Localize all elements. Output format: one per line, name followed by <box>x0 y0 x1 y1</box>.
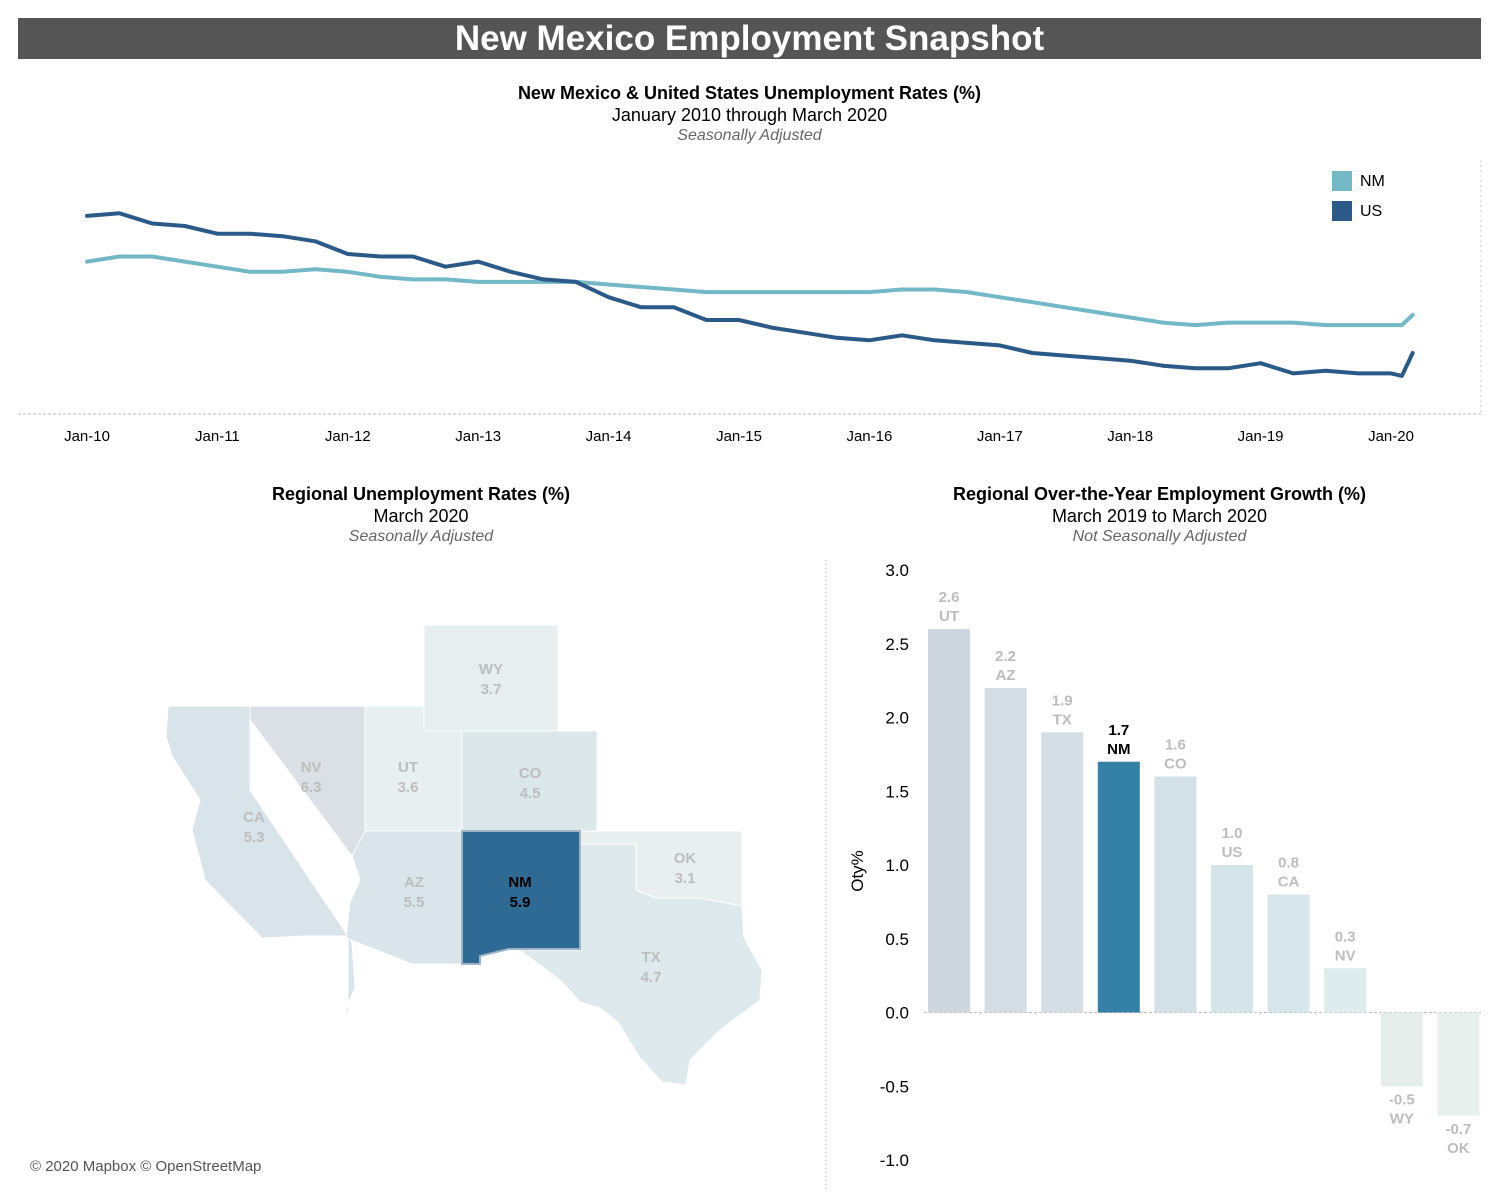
map-credit: © 2020 Mapbox © OpenStreetMap <box>30 1158 262 1175</box>
bar-value-label: 1.7 <box>1108 722 1129 739</box>
bar-y-tick: 0.5 <box>885 930 909 949</box>
bar-category-label: NV <box>1335 947 1356 964</box>
bar-value-label: 0.8 <box>1278 855 1299 872</box>
x-tick-label: Jan-10 <box>64 428 110 445</box>
line-chart-subtitle: January 2010 through March 2020 <box>611 105 888 125</box>
x-tick-label: Jan-18 <box>1107 428 1153 445</box>
legend-label-nm: NM <box>1360 173 1385 190</box>
bar-category-label: TX <box>1053 711 1072 728</box>
map-value-nm: 5.9 <box>510 894 531 911</box>
bar-y-tick: 2.0 <box>885 709 909 728</box>
map-label-ca: CA <box>243 809 265 826</box>
x-tick-label: Jan-14 <box>586 428 632 445</box>
map-value-ok: 3.1 <box>675 870 696 887</box>
map-state-nm <box>461 830 581 965</box>
series-line-us <box>85 211 1415 378</box>
x-tick-label: Jan-13 <box>455 428 501 445</box>
bar-y-axis-title: Oty% <box>848 850 867 892</box>
bar-y-tick: 3.0 <box>885 561 909 580</box>
map-title: Regional Unemployment Rates (%) <box>271 484 571 504</box>
x-tick-label: Jan-19 <box>1238 428 1284 445</box>
bar-category-label: NM <box>1107 741 1130 758</box>
map-note: Seasonally Adjusted <box>348 528 494 545</box>
bar-category-label: US <box>1222 844 1243 861</box>
map-value-az: 5.5 <box>404 894 425 911</box>
bar-nm <box>1097 761 1140 1013</box>
x-tick-label: Jan-17 <box>977 428 1023 445</box>
dashboard-title: New Mexico Employment Snapshot <box>18 18 1481 59</box>
regional-unemployment-map: CA 5.3 NV 6.3 UT 3.6 WY 3.7 CO 4.5 AZ 5.5 NM 5.9 OK 3.1… <box>165 624 763 1086</box>
bar-value-label: -0.5 <box>1389 1091 1415 1108</box>
x-tick-label: Jan-11 <box>195 428 240 445</box>
bar-tx <box>1041 732 1084 1013</box>
bar-y-tick: 0.0 <box>885 1004 909 1023</box>
bar-wy <box>1380 1012 1423 1087</box>
unemployment-line-chart: Jan-10 Jan-11 Jan-12 Jan-13 Jan-14 Jan-15 Jan-… <box>18 160 1482 445</box>
map-value-nv: 6.3 <box>301 779 322 796</box>
bar-ut <box>928 629 970 1013</box>
bar-y-tick: 1.5 <box>885 782 909 801</box>
bar-az <box>984 688 1027 1013</box>
x-tick-label: Jan-16 <box>846 428 892 445</box>
bar-value-label: 2.6 <box>939 589 960 606</box>
map-state-wy <box>423 624 559 732</box>
map-value-ca: 5.3 <box>244 829 265 846</box>
bar-category-label: CO <box>1164 756 1187 773</box>
bar-chart-header: Regional Over-the-Year Employment Growth… <box>830 483 1489 547</box>
map-label-ut: UT <box>398 759 418 776</box>
bar-ok <box>1437 1012 1480 1116</box>
map-label-nv: NV <box>301 759 322 776</box>
bar-category-label: WY <box>1390 1110 1414 1127</box>
bar-value-label: -0.7 <box>1445 1121 1471 1138</box>
map-label-co: CO <box>519 765 542 782</box>
legend-label-us: US <box>1360 203 1382 220</box>
line-chart-title: New Mexico & United States Unemployment … <box>517 83 982 103</box>
line-chart-note: Seasonally Adjusted <box>677 127 822 144</box>
bar-chart-title: Regional Over-the-Year Employment Growth… <box>952 484 1367 504</box>
map-label-tx: TX <box>641 949 660 966</box>
legend-swatch-nm <box>1332 171 1352 191</box>
bar-category-label: AZ <box>996 667 1016 684</box>
bar-value-label: 1.6 <box>1165 737 1186 754</box>
map-label-nm: NM <box>508 874 531 891</box>
bar-ca <box>1267 894 1310 1013</box>
bar-chart-note: Not Seasonally Adjusted <box>1072 528 1247 545</box>
x-tick-label: Jan-15 <box>716 428 762 445</box>
map-value-ut: 3.6 <box>398 779 419 796</box>
bar-co <box>1154 776 1197 1013</box>
bar-y-tick: -0.5 <box>880 1077 909 1096</box>
bar-value-label: 1.0 <box>1222 825 1243 842</box>
bar-value-label: 1.9 <box>1052 692 1073 709</box>
line-legend: NM US <box>1332 171 1385 221</box>
bar-y-tick: 2.5 <box>885 635 909 654</box>
bar-category-label: CA <box>1278 874 1300 891</box>
map-state-ca <box>165 705 356 1023</box>
map-value-co: 4.5 <box>520 785 541 802</box>
map-label-az: AZ <box>404 874 424 891</box>
map-header: Regional Unemployment Rates (%) March 20… <box>18 483 824 547</box>
bar-y-tick: -1.0 <box>880 1151 909 1170</box>
line-chart-header: New Mexico & United States Unemployment … <box>18 82 1481 146</box>
bar-us <box>1211 865 1253 1013</box>
bar-category-label: OK <box>1447 1140 1470 1157</box>
bar-value-label: 2.2 <box>995 648 1016 665</box>
bar-nv <box>1324 968 1367 1013</box>
map-subtitle: March 2020 <box>373 506 469 526</box>
x-tick-label: Jan-20 <box>1368 428 1414 445</box>
employment-growth-bar-chart: Oty% 3.0 2.5 2.0 1.5 1.0 0.5 0.0 -0.5 -1.0 2.6 UT… <box>848 561 1481 1170</box>
legend-swatch-us <box>1332 201 1352 221</box>
bar-chart-subtitle: March 2019 to March 2020 <box>1051 506 1268 526</box>
x-tick-label: Jan-12 <box>325 428 371 445</box>
map-label-ok: OK <box>674 850 697 867</box>
series-line-nm <box>85 254 1415 328</box>
map-value-wy: 3.7 <box>481 681 502 698</box>
bar-y-tick: 1.0 <box>885 856 909 875</box>
bar-category-label: UT <box>939 608 959 625</box>
panel-divider <box>825 560 827 1190</box>
map-value-tx: 4.7 <box>641 969 662 986</box>
bar-value-label: 0.3 <box>1335 928 1356 945</box>
map-label-wy: WY <box>479 661 503 678</box>
